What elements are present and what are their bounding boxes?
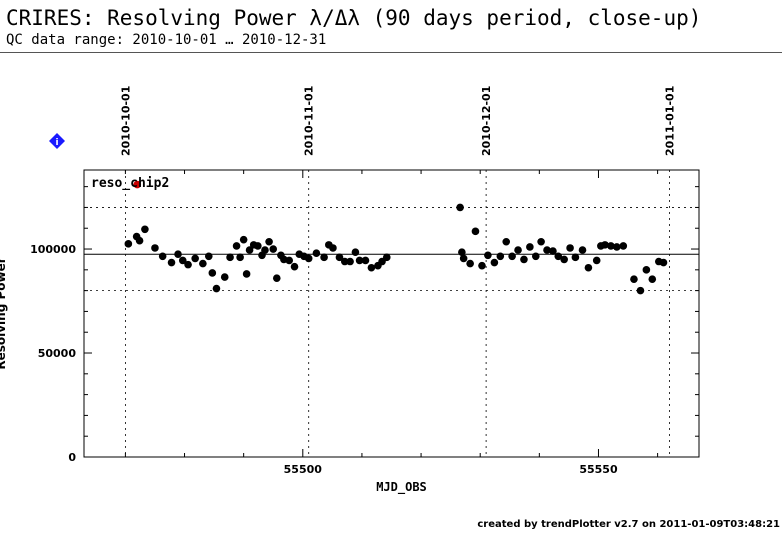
data-point: [554, 252, 563, 261]
data-point: [592, 256, 601, 265]
data-point: [269, 245, 278, 253]
info-diamond-glyph: i: [55, 138, 58, 148]
data-point: [141, 225, 149, 234]
data-point: [619, 242, 628, 250]
data-point: [584, 263, 593, 272]
x-tick-label: 55500: [284, 463, 323, 476]
data-point: [526, 243, 534, 251]
highlight-point: [133, 180, 142, 189]
data-point: [642, 266, 651, 274]
data-point: [543, 246, 551, 254]
data-point: [340, 257, 349, 266]
data-point: [254, 242, 262, 250]
y-tick-label: 100000: [30, 243, 76, 256]
data-point: [245, 246, 254, 254]
plot-frame: [83, 169, 700, 458]
data-point: [484, 251, 492, 260]
data-point: [459, 254, 468, 263]
data-point: [601, 241, 609, 249]
data-point: [478, 261, 486, 270]
data-point: [636, 286, 645, 295]
data-point: [578, 246, 587, 254]
data-point: [124, 240, 133, 248]
data-point: [239, 235, 248, 244]
data-point: [630, 275, 638, 283]
data-point: [466, 259, 474, 268]
date-mark-label: 2011-01-01: [663, 86, 676, 156]
data-point: [329, 244, 337, 252]
data-point: [346, 257, 354, 266]
data-point: [508, 252, 516, 261]
data-point: [178, 256, 187, 265]
data-point: [367, 263, 376, 272]
data-point: [184, 260, 192, 269]
data-point: [135, 236, 144, 245]
info-diamond-icon: [49, 133, 65, 149]
data-point: [566, 244, 574, 252]
data-point: [490, 258, 499, 267]
data-point: [659, 258, 668, 267]
data-point: [236, 253, 244, 262]
data-point: [151, 244, 159, 252]
data-point: [204, 252, 213, 261]
data-point: [355, 256, 364, 265]
data-point: [220, 273, 229, 281]
data-point: [560, 255, 568, 264]
page-subtitle: QC data range: 2010-10-01 … 2010-12-31: [6, 32, 327, 48]
data-point: [261, 246, 269, 254]
data-point: [496, 252, 505, 261]
data-point: [191, 254, 199, 263]
data-point: [502, 237, 511, 246]
data-point: [226, 253, 234, 262]
date-mark-label: 2010-11-01: [303, 86, 316, 156]
data-point: [232, 242, 241, 250]
data-point: [265, 237, 273, 246]
data-point: [351, 248, 360, 256]
data-point: [212, 284, 221, 293]
date-mark-label: 2010-10-01: [119, 86, 132, 156]
data-point: [167, 258, 176, 267]
data-point: [514, 246, 522, 254]
data-point: [549, 247, 557, 255]
data-point: [242, 270, 251, 278]
data-point: [607, 242, 615, 250]
data-point: [382, 253, 391, 262]
data-point: [456, 203, 464, 212]
y-tick-label: 50000: [38, 347, 77, 360]
data-point: [208, 269, 217, 277]
page-title: CRIRES: Resolving Power λ/Δλ (90 days pe…: [6, 6, 702, 30]
data-point: [304, 254, 313, 263]
data-point: [648, 275, 657, 283]
data-point: [174, 250, 182, 259]
data-point: [158, 252, 167, 261]
data-point: [613, 243, 621, 251]
data-point: [272, 274, 281, 282]
data-point: [571, 253, 580, 262]
data-point: [458, 248, 466, 256]
data-point: [335, 253, 344, 262]
data-point: [320, 253, 328, 262]
date-mark-label: 2010-12-01: [480, 86, 493, 156]
header-divider: [0, 52, 782, 53]
x-axis-label: MJD_OBS: [376, 480, 427, 495]
series-label: reso_chip2: [91, 176, 169, 191]
footer-credit: created by trendPlotter v2.7 on 2011-01-…: [477, 519, 780, 530]
data-point: [520, 255, 528, 264]
y-axis-label: Resolving Power: [0, 257, 8, 369]
data-point: [531, 252, 540, 261]
data-point: [361, 256, 370, 265]
x-tick-label: 55550: [579, 463, 618, 476]
data-point: [312, 249, 321, 257]
data-point: [285, 256, 293, 265]
data-point: [199, 259, 207, 268]
data-point: [537, 237, 545, 246]
data-point: [471, 227, 480, 236]
y-tick-label: 0: [68, 451, 76, 464]
data-point: [290, 262, 299, 271]
